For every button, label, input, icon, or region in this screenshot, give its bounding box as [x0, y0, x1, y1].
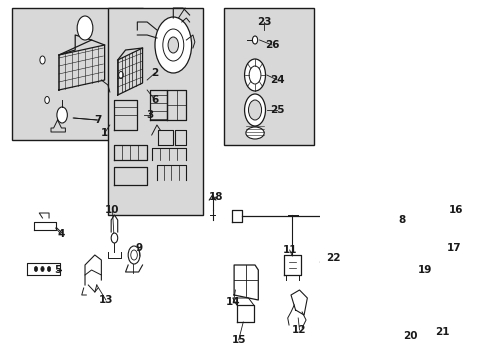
Text: 5: 5 — [54, 265, 61, 275]
Text: 19: 19 — [417, 265, 431, 275]
Bar — [223, 8, 313, 145]
Circle shape — [41, 266, 44, 271]
Bar — [108, 8, 203, 215]
Circle shape — [168, 37, 178, 53]
Circle shape — [111, 233, 118, 243]
Text: 2: 2 — [151, 68, 158, 78]
Text: 20: 20 — [403, 331, 417, 341]
Ellipse shape — [415, 288, 437, 302]
Text: 12: 12 — [292, 325, 306, 335]
Text: 13: 13 — [99, 295, 113, 305]
Text: 7: 7 — [94, 115, 102, 125]
Text: 15: 15 — [231, 335, 245, 345]
Text: 11: 11 — [282, 245, 296, 255]
Circle shape — [130, 250, 137, 260]
Text: 16: 16 — [448, 205, 463, 215]
Circle shape — [128, 246, 140, 264]
Text: 23: 23 — [256, 17, 271, 27]
Circle shape — [399, 306, 407, 318]
Circle shape — [119, 72, 123, 78]
Text: 10: 10 — [105, 205, 120, 215]
Circle shape — [57, 107, 67, 123]
Circle shape — [249, 66, 261, 84]
Circle shape — [77, 16, 93, 40]
Circle shape — [244, 59, 265, 91]
Circle shape — [34, 266, 38, 271]
Text: 17: 17 — [446, 243, 461, 253]
Circle shape — [155, 17, 191, 73]
Circle shape — [252, 36, 257, 44]
Circle shape — [324, 279, 328, 287]
Circle shape — [244, 94, 265, 126]
Text: 6: 6 — [151, 95, 158, 105]
Ellipse shape — [245, 127, 264, 139]
Text: 25: 25 — [269, 105, 284, 115]
Text: 22: 22 — [325, 253, 340, 263]
Text: 18: 18 — [208, 192, 223, 202]
Circle shape — [248, 100, 261, 120]
Text: 1: 1 — [101, 128, 108, 138]
Text: 3: 3 — [146, 110, 154, 120]
Circle shape — [163, 29, 183, 61]
Text: 9: 9 — [135, 243, 142, 253]
Circle shape — [40, 56, 45, 64]
Circle shape — [45, 96, 49, 104]
Text: 21: 21 — [434, 327, 448, 337]
Text: 4: 4 — [57, 229, 64, 239]
Ellipse shape — [415, 321, 437, 335]
Text: 8: 8 — [398, 215, 405, 225]
Bar — [12, 8, 142, 140]
Text: 14: 14 — [225, 297, 240, 307]
Circle shape — [47, 266, 51, 271]
Text: 24: 24 — [269, 75, 284, 85]
Text: 26: 26 — [264, 40, 279, 50]
